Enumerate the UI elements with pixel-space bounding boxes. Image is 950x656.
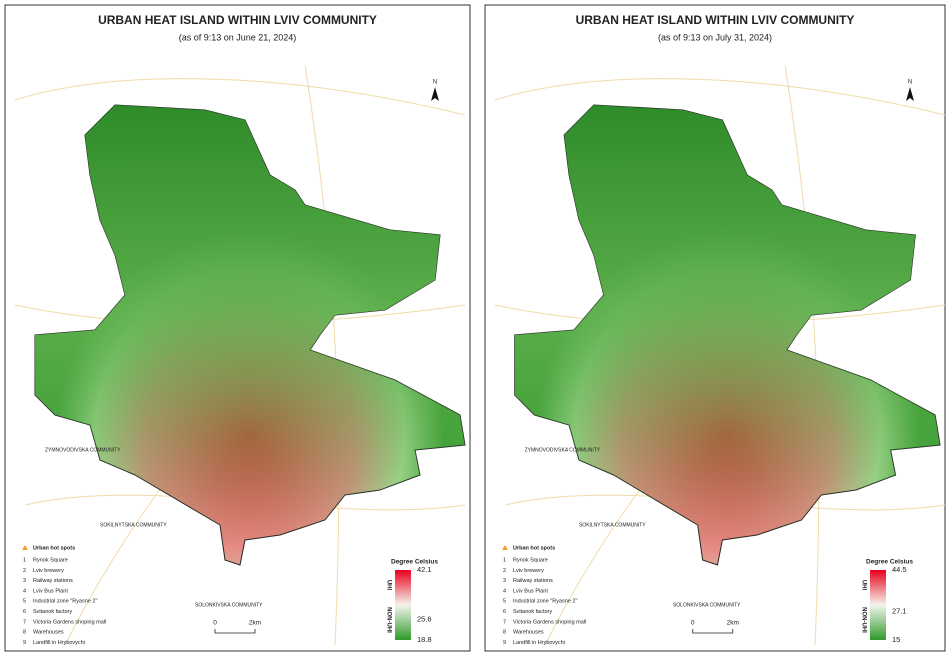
scale-label: 15: [892, 635, 900, 644]
hot-spot-number: 8: [503, 630, 506, 636]
hot-spot-name: Rynok Square: [513, 557, 548, 563]
hot-spot-number: 7: [503, 619, 506, 625]
scale-label: 18.8: [417, 635, 432, 644]
scale-bar: [692, 629, 734, 634]
hot-spot-number: 6: [23, 609, 26, 615]
map: [34, 104, 466, 566]
hot-spot-name: Industrial zone "Ryasne 2": [33, 599, 97, 605]
road: [494, 78, 946, 116]
hot-spot-number: 1: [23, 557, 26, 563]
scale-label: 42.1: [417, 565, 432, 574]
hot-spot-number: 5: [23, 599, 26, 605]
map-title: URBAN HEAT ISLAND WITHIN LVIV COMMUNITY: [576, 13, 855, 27]
hot-spot-number: 4: [23, 588, 26, 594]
north-label: N: [433, 80, 437, 86]
scale-bar-label: 0: [691, 620, 695, 627]
map-panel: ZYMNOVODIVSKA COMMUNITY SOKILNYTSKA COMMU…: [4, 4, 471, 652]
hot-spots-title: Urban hot spots: [513, 545, 555, 551]
legend-title: Degree Celsius: [866, 559, 913, 566]
road: [14, 78, 466, 116]
uhi-label: UHI: [385, 580, 391, 591]
hot-spot-number: 6: [503, 609, 506, 615]
hot-spot-name: Lviv brewery: [33, 568, 64, 574]
community-label: ZYMNOVODIVSKA COMMUNITY: [45, 447, 121, 453]
community-label: SOKILNYTSKA COMMUNITY: [100, 522, 167, 528]
hot-spot-name: Landfill in Hrybovychi: [33, 640, 85, 646]
road: [304, 64, 340, 646]
non-uhi-label: NON-UHI: [860, 607, 866, 633]
map-panel: ZYMNOVODIVSKA COMMUNITY SOKILNYTSKA COMMU…: [484, 4, 946, 652]
hot-spot-name: Svitanok factory: [33, 609, 72, 615]
scale-label: 44.5: [892, 565, 907, 574]
community-label: ZYMNOVODIVSKA COMMUNITY: [525, 447, 601, 453]
hot-spot-name: Railway stations: [513, 578, 553, 584]
map: [514, 104, 941, 566]
hot-spot-name: Victoria Gardens shoping mall: [513, 619, 586, 625]
scale-bar-label: 2km: [249, 620, 261, 627]
hot-spot-number: 2: [23, 568, 26, 574]
hot-spot-icon: [502, 545, 508, 550]
hot-spot-number: 8: [23, 630, 26, 636]
uhi-label: UHI: [860, 580, 866, 591]
hot-spot-number: 5: [503, 599, 506, 605]
color-bar: [395, 570, 411, 640]
map-subtitle: (as of 9:13 on July 31, 2024): [658, 32, 772, 42]
hot-spot-name: Railway stations: [33, 578, 73, 584]
hot-spot-icon: [22, 545, 28, 550]
north-arrow: [431, 87, 439, 101]
hot-spots-title: Urban hot spots: [33, 545, 75, 551]
hot-spot-number: 9: [503, 640, 506, 646]
north-arrow: [906, 87, 914, 101]
community-label: SOLONKIVSKA COMMUNITY: [195, 602, 263, 608]
hot-spot-number: 3: [23, 578, 26, 584]
hot-spot-number: 2: [503, 568, 506, 574]
hot-spot-number: 3: [503, 578, 506, 584]
hot-spot-name: Svitanok factory: [513, 609, 552, 615]
forest-area: [514, 105, 941, 565]
scale-bar: [214, 629, 256, 634]
forest-area: [35, 105, 465, 565]
scale-bar-label: 2km: [727, 620, 739, 627]
hot-spot-name: Warehouses: [513, 630, 544, 636]
hot-spot-name: Lviv Bus Plant: [513, 588, 548, 594]
road: [784, 64, 820, 646]
hot-spot-name: Victoria Gardens shoping mall: [33, 619, 106, 625]
scale-label: 27.1: [892, 606, 907, 615]
scale-label: 25.6: [417, 615, 432, 624]
hot-spot-name: Industrial zone "Ryasne 2": [513, 599, 577, 605]
hot-spot-name: Warehouses: [33, 630, 64, 636]
hot-spot-name: Lviv Bus Plant: [33, 588, 68, 594]
scale-bar-label: 0: [213, 620, 217, 627]
hot-spot-number: 7: [23, 619, 26, 625]
map-subtitle: (as of 9:13 on June 21, 2024): [179, 32, 297, 42]
color-bar: [870, 570, 886, 640]
hot-spot-number: 9: [23, 640, 26, 646]
map-title: URBAN HEAT ISLAND WITHIN LVIV COMMUNITY: [98, 13, 377, 27]
non-uhi-label: NON-UHI: [385, 607, 391, 633]
hot-spot-name: Rynok Square: [33, 557, 68, 563]
community-label: SOKILNYTSKA COMMUNITY: [579, 522, 646, 528]
hot-spot-name: Landfill in Hrybovychi: [513, 640, 565, 646]
north-label: N: [908, 80, 912, 86]
community-label: SOLONKIVSKA COMMUNITY: [673, 602, 741, 608]
legend-title: Degree Celsius: [391, 559, 438, 566]
hot-spot-number: 1: [503, 557, 506, 563]
hot-spot-name: Lviv brewery: [513, 568, 544, 574]
hot-spot-number: 4: [503, 588, 506, 594]
